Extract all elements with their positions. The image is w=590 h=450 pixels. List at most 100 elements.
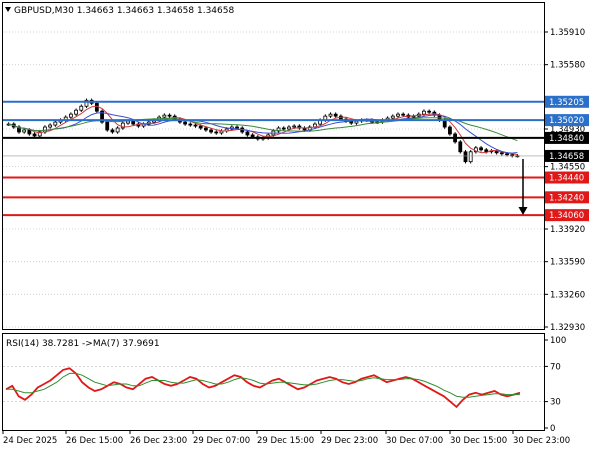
candle-body — [396, 113, 400, 117]
price-tick-label: 1.33920 — [550, 225, 585, 235]
current-price-label: 1.34658 — [549, 152, 584, 162]
candle-body — [354, 120, 359, 124]
candle-body — [499, 152, 504, 155]
price-tick-label: 1.32930 — [550, 323, 585, 333]
level-badge — [545, 95, 589, 108]
candle-body — [411, 115, 416, 118]
rsi-line — [5, 367, 521, 409]
candle-body — [193, 124, 198, 127]
price-tick-label: 1.35910 — [550, 28, 585, 38]
ma-fast-line — [8, 105, 518, 156]
level-badge — [545, 191, 589, 204]
level-badge-label: 1.34440 — [549, 174, 584, 184]
candle-body — [167, 114, 172, 117]
time-tick-label: 29 Dec 15:00 — [257, 436, 314, 446]
candle-body — [17, 126, 21, 133]
candle-body — [22, 129, 27, 133]
level-badge-label: 1.34240 — [549, 193, 584, 203]
rsi-ma-line — [6, 372, 520, 398]
candle-body — [390, 115, 395, 119]
price-tick-label: 1.34930 — [550, 125, 585, 135]
candle-body — [183, 121, 188, 125]
price-tick-label: 1.35580 — [550, 61, 585, 71]
candle-body — [84, 99, 89, 107]
level-badge — [545, 209, 589, 222]
rsi-axis-ticks: 100 70 30 0 — [544, 336, 566, 434]
level-badge-label: 1.34060 — [549, 211, 584, 221]
candle-body — [126, 120, 130, 124]
time-tick-label: 26 Dec 23:00 — [130, 436, 187, 446]
price-axis-ticks: 1.35910 1.35580 1.34930 1.34550 1.33920 1.335… — [544, 28, 585, 333]
candle-body — [79, 105, 84, 111]
candle-body — [458, 141, 463, 153]
candle-body — [427, 110, 432, 113]
candle-body — [198, 125, 203, 129]
candle-body — [463, 151, 468, 163]
candle-body — [110, 129, 115, 133]
candle-body — [105, 121, 110, 131]
level-badge-label: 1.35205 — [549, 98, 584, 108]
candle-body — [115, 127, 120, 133]
time-axis-ticks: 24 Dec 2025 26 Dec 15:00 26 Dec 23:00 29 De… — [2, 430, 570, 446]
candle-body — [250, 134, 255, 138]
candle-body — [333, 113, 338, 117]
time-tick-label: 26 Dec 15:00 — [66, 436, 123, 446]
time-tick-label: 29 Dec 07:00 — [193, 436, 250, 446]
candle-body — [328, 113, 333, 117]
candle-body — [484, 149, 489, 153]
candle-body — [120, 122, 125, 129]
candle-body — [442, 119, 447, 128]
rsi-title: RSI(14) 38.7281 ->MA(7) 37.9691 — [6, 339, 160, 349]
candle-body — [74, 109, 78, 115]
candle-body — [245, 131, 250, 136]
price-tick-label: 1.34550 — [550, 163, 585, 173]
rsi-tick-label: 30 — [550, 398, 561, 408]
level-badge — [545, 171, 589, 184]
level-badge — [545, 114, 589, 127]
rsi-panel-frame — [2, 333, 545, 431]
title-triangle-icon — [5, 7, 11, 12]
candle-body — [37, 131, 42, 137]
candle-body — [287, 126, 291, 130]
candle-body — [203, 127, 208, 131]
candle-body — [479, 147, 483, 151]
ma-mid-line — [8, 112, 518, 154]
candle-body — [292, 125, 297, 128]
candle-body — [214, 131, 219, 134]
candle-body — [131, 120, 136, 125]
candle-body — [510, 154, 515, 157]
current-price-badge — [545, 149, 589, 162]
down-arrow-icon — [518, 159, 528, 215]
main-panel-frame — [2, 2, 545, 330]
candle-body — [401, 113, 406, 116]
candle-body — [468, 151, 473, 163]
candle-body — [505, 153, 509, 156]
candle-body — [209, 129, 213, 133]
level-badge — [545, 131, 589, 144]
candle-body — [422, 110, 426, 115]
candle-body — [100, 110, 104, 123]
rsi-tick-label: 0 — [550, 424, 555, 434]
candle-body — [94, 102, 99, 112]
candle-body — [48, 124, 53, 128]
candle-body — [68, 113, 73, 118]
price-tick-label: 1.33260 — [550, 290, 585, 300]
candle-body — [53, 121, 58, 126]
rsi-lines — [5, 367, 521, 409]
main-price-grid — [3, 31, 544, 328]
time-tick-label: 24 Dec 2025 — [3, 436, 57, 446]
candle-body — [235, 126, 239, 129]
level-badge-label: 1.34840 — [549, 134, 584, 144]
candle-body — [27, 129, 32, 135]
time-tick-label: 29 Dec 23:00 — [321, 436, 378, 446]
price-levels — [3, 100, 544, 217]
rsi-tick-label: 70 — [550, 362, 561, 372]
time-tick-label: 30 Dec 07:00 — [386, 436, 443, 446]
price-tick-label: 1.33590 — [550, 258, 585, 268]
level-badge-label: 1.35020 — [549, 116, 584, 126]
candle-body — [448, 126, 452, 135]
price-level-badges: 1.35205 1.35020 1.34840 1.34440 1.34240 1.340… — [545, 95, 589, 222]
candle-body — [281, 127, 286, 130]
time-tick-label: 30 Dec 23:00 — [513, 436, 570, 446]
